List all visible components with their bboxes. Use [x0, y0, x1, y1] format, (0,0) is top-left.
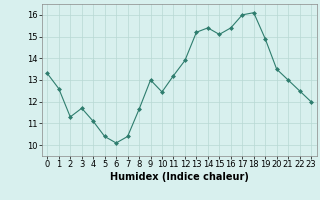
X-axis label: Humidex (Indice chaleur): Humidex (Indice chaleur) [110, 172, 249, 182]
